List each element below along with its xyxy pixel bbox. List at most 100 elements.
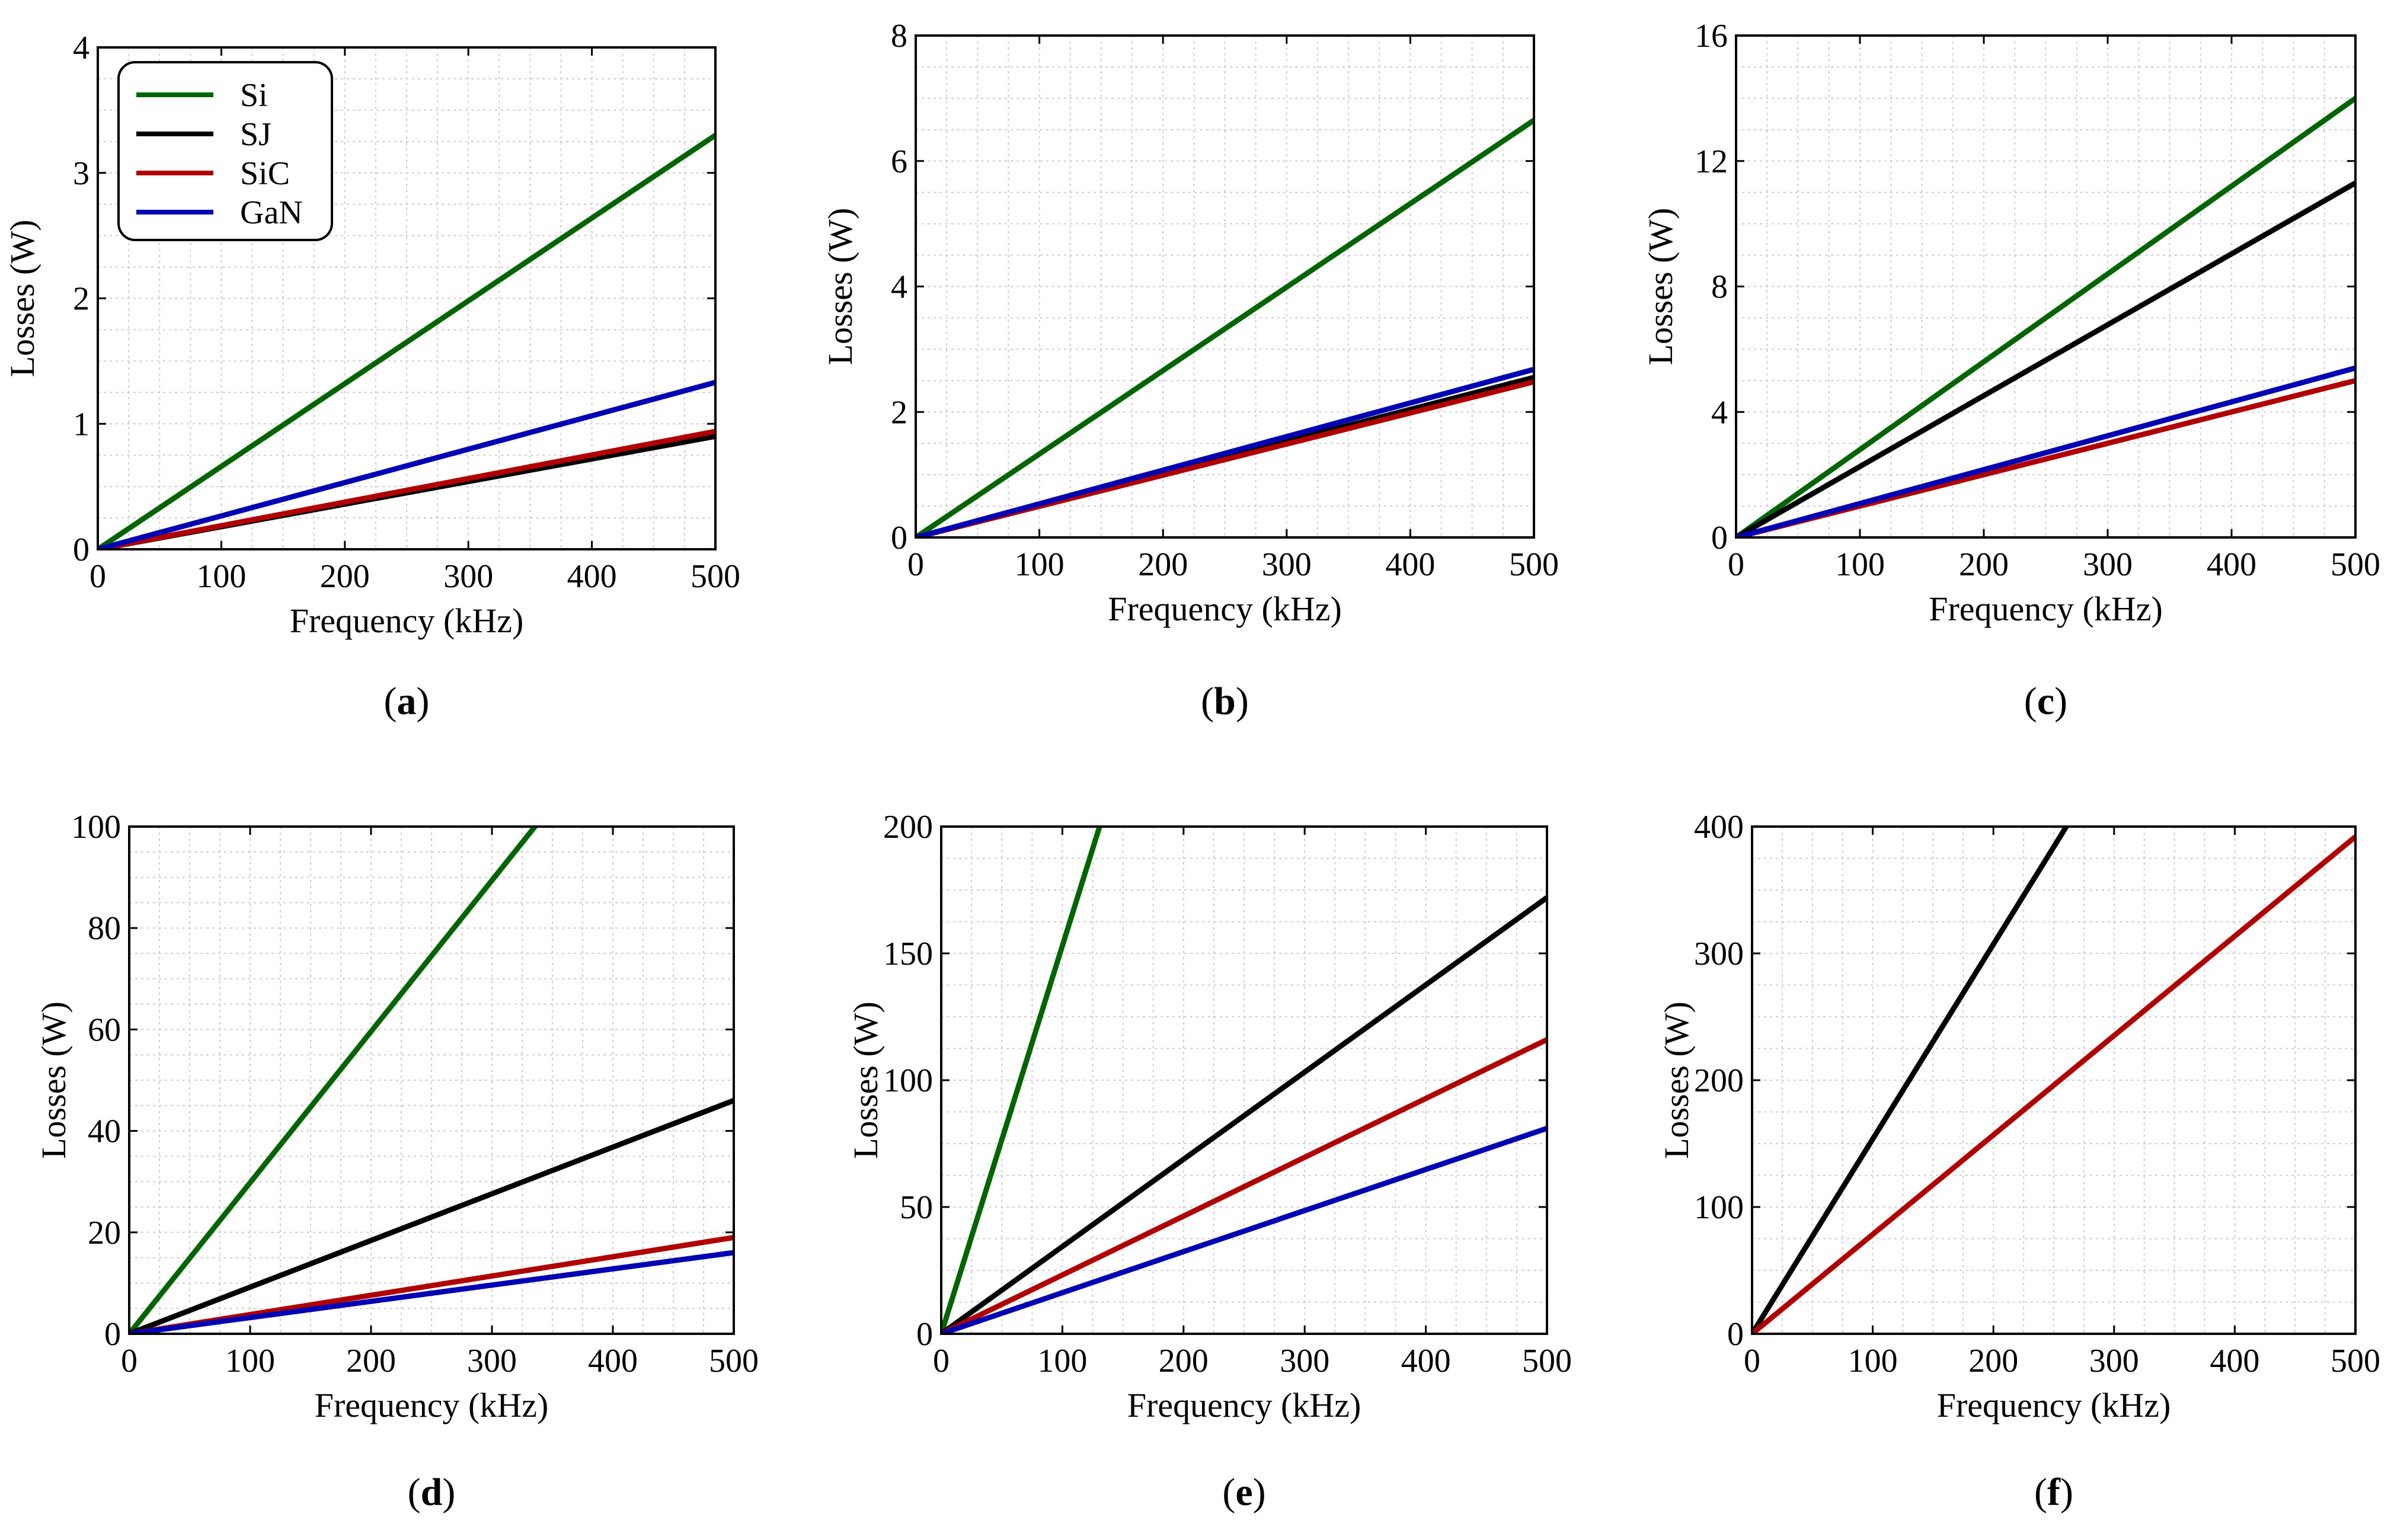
caption-open: ( — [408, 1471, 421, 1514]
series-line-sic — [98, 428, 715, 549]
x-tick-label: 400 — [567, 558, 617, 595]
caption-close: ) — [2054, 680, 2067, 723]
x-tick-label: 400 — [2210, 1343, 2259, 1379]
caption-close: ) — [442, 1471, 455, 1514]
caption-open: ( — [1222, 1471, 1235, 1514]
y-tick-label: 100 — [1694, 1189, 1744, 1226]
panel-b: 0 100 200 300 400 500 0 2 4 6 8 Frequency (kHz) Loss… — [821, 18, 1559, 723]
series-line-si — [98, 133, 715, 549]
grid — [1752, 827, 2355, 1334]
y-tick-label: 100 — [883, 1062, 933, 1099]
x-axis-label: Frequency (kHz) — [1929, 590, 2163, 628]
x-tick-label: 500 — [1509, 546, 1559, 583]
caption-open: ( — [2034, 1471, 2047, 1514]
caption-letter: a — [397, 680, 417, 723]
x-tick-label: 100 — [196, 558, 246, 595]
x-tick-label: 500 — [2331, 1343, 2380, 1379]
legend-box — [117, 61, 333, 241]
x-tick-label: 500 — [709, 1343, 759, 1379]
y-tick-label: 40 — [88, 1113, 121, 1150]
x-tick-label: 0 — [907, 546, 924, 583]
y-tick-label: 0 — [104, 1316, 121, 1353]
series-line-si — [129, 827, 539, 1334]
grid — [129, 827, 734, 1334]
x-tick-label: 100 — [1015, 546, 1065, 583]
x-tick-label: 300 — [1280, 1343, 1329, 1379]
y-tick-label: 8 — [1711, 269, 1728, 306]
x-axis-label: Frequency (kHz) — [1127, 1386, 1361, 1424]
x-tick-label: 100 — [1835, 546, 1885, 583]
x-tick-label: 400 — [1385, 546, 1435, 583]
y-axis-label: Losses (W) — [34, 1001, 73, 1159]
series-lines — [1736, 96, 2355, 537]
x-tick-label: 0 — [89, 558, 106, 595]
panel-caption: (d) — [408, 1471, 456, 1514]
x-axis-label: Frequency (kHz) — [1937, 1386, 2171, 1424]
y-axis-label: Losses (W) — [3, 220, 41, 377]
y-tick-label: 60 — [88, 1011, 121, 1048]
series-line-gan — [916, 366, 1534, 537]
legend-label-sic: SiC — [240, 155, 290, 192]
x-tick-label: 300 — [2083, 546, 2133, 583]
x-axis-label: Frequency (kHz) — [315, 1386, 549, 1424]
y-tick-label: 80 — [88, 910, 121, 947]
panel-a: 0 100 200 300 400 500 0 1 2 3 4 Frequency (kHz) Loss… — [3, 30, 740, 723]
y-tick-label: 0 — [73, 532, 89, 568]
y-axis-label: Losses (W) — [821, 208, 859, 366]
y-tick-label: 150 — [883, 936, 933, 972]
series-lines — [98, 133, 715, 549]
x-tick-label: 100 — [1848, 1343, 1898, 1379]
series-line-sic — [941, 1037, 1547, 1334]
y-axis-label: Losses (W) — [1657, 1001, 1696, 1159]
x-tick-label: 300 — [443, 558, 493, 595]
y-tick-label: 2 — [73, 281, 89, 318]
series-line-si — [941, 827, 1102, 1334]
x-axis-label: Frequency (kHz) — [1108, 590, 1342, 628]
x-tick-label: 0 — [121, 1343, 138, 1379]
series-line-si — [1736, 96, 2355, 537]
series-line-sic — [1752, 834, 2355, 1334]
panel-caption: (e) — [1222, 1471, 1265, 1514]
panel-caption: (b) — [1201, 680, 1249, 723]
caption-open: ( — [1201, 680, 1214, 723]
y-tick-label: 0 — [1711, 520, 1728, 556]
y-tick-label: 200 — [1694, 1062, 1744, 1099]
x-tick-label: 0 — [1744, 1343, 1760, 1379]
grid — [1736, 36, 2355, 537]
caption-letter: b — [1214, 680, 1236, 723]
x-tick-label: 200 — [1959, 546, 2009, 583]
y-tick-label: 8 — [891, 18, 907, 55]
x-tick-label: 500 — [2331, 546, 2380, 583]
y-tick-label: 200 — [883, 809, 933, 846]
x-tick-label: 200 — [1138, 546, 1188, 583]
series-line-gan — [941, 1126, 1547, 1334]
axes-frame — [128, 825, 735, 1335]
y-tick-label: 1 — [73, 406, 89, 443]
panel-e: 0 100 200 300 400 500 0 50 100 150 200 Frequency (k… — [846, 809, 1572, 1514]
caption-letter: c — [2037, 680, 2054, 723]
y-tick-label: 16 — [1695, 18, 1728, 55]
x-tick-label: 300 — [2089, 1343, 2139, 1379]
series-line-sj — [1736, 180, 2355, 537]
series-lines — [916, 118, 1534, 537]
caption-letter: f — [2047, 1471, 2061, 1514]
x-tick-label: 400 — [588, 1343, 638, 1379]
y-tick-label: 2 — [891, 394, 907, 431]
y-tick-label: 4 — [73, 30, 89, 66]
x-tick-label: 200 — [1968, 1343, 2018, 1379]
y-tick-label: 0 — [1727, 1316, 1744, 1353]
caption-letter: d — [421, 1471, 443, 1514]
grid — [941, 827, 1547, 1334]
x-tick-label: 200 — [1159, 1343, 1209, 1379]
series-line-sj — [941, 895, 1547, 1334]
panel-c: 0 100 200 300 400 500 0 4 8 12 16 Frequency (kHz) Lo… — [1641, 18, 2380, 723]
caption-letter: e — [1235, 1471, 1252, 1514]
x-tick-label: 0 — [1728, 546, 1744, 583]
series-lines — [1752, 827, 2355, 1334]
caption-close: ) — [417, 680, 430, 723]
y-tick-label: 3 — [73, 155, 89, 192]
x-tick-label: 400 — [1401, 1343, 1451, 1379]
series-line-gan — [129, 1250, 734, 1334]
series-lines — [129, 827, 734, 1334]
